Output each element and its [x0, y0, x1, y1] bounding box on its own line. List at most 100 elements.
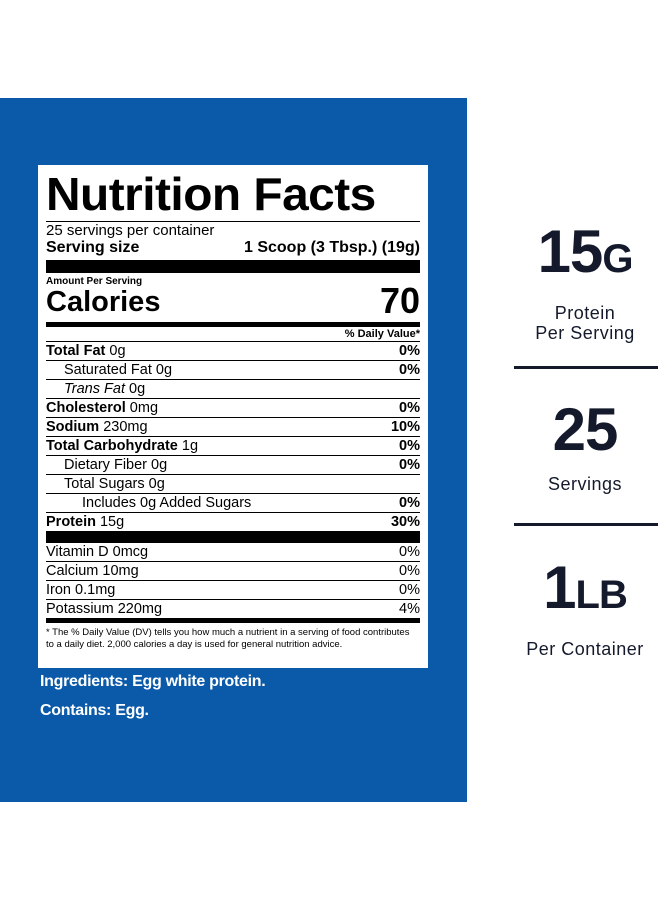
nutrient-name: Sodium	[46, 419, 100, 435]
nutrient-amount: 0g	[148, 476, 165, 492]
stat-label-line: Per Container	[526, 639, 644, 659]
footnote: * The % Daily Value (DV) tells you how m…	[46, 627, 410, 650]
nutrient-dv: 0%	[399, 343, 420, 359]
nutrient-amount: 0g	[151, 457, 168, 473]
nutrient-dv: 0%	[399, 582, 420, 598]
stat-label: Per Container	[500, 639, 660, 659]
thick-bar	[46, 260, 420, 273]
calories-value: 70	[379, 280, 420, 321]
stat-unit: G	[602, 237, 633, 281]
nutrient-row: Iron 0.1mg 0%	[46, 580, 420, 599]
nutrition-label: Nutrition Facts 25 servings per containe…	[38, 165, 428, 668]
nutrient-amount: 0mcg	[112, 544, 149, 560]
nutrient-name: Cholesterol	[46, 400, 126, 416]
calories-label: Calories	[46, 286, 161, 318]
amount-per-serving: Amount Per Serving	[46, 276, 143, 287]
nutrient-name: Saturated Fat	[64, 362, 152, 378]
nutrient-left: Total Fat 0g	[46, 342, 126, 360]
nutrient-amount: 230mg	[103, 419, 148, 435]
nutrient-row: Potassium 220mg 4%	[46, 599, 420, 618]
nutrient-dv: 0%	[399, 438, 420, 454]
nutrient-left: Vitamin D 0mcg	[46, 543, 148, 561]
stat-value: 25	[500, 400, 660, 460]
nutrient-amount: 15g	[99, 514, 125, 530]
label-title: Nutrition Facts	[46, 168, 376, 220]
nutrient-dv: 0%	[399, 362, 420, 378]
nutrient-row: Vitamin D 0mcg 0%	[46, 543, 420, 561]
nutrient-amount: 1g	[181, 438, 199, 454]
nutrient-left: Iron 0.1mg	[46, 581, 115, 599]
stat: 1LB Per Container	[500, 558, 660, 660]
vitamins: Vitamin D 0mcg 0% Calcium 10mg 0% Iron 0.1mg…	[46, 543, 420, 618]
nutrient-row: Cholesterol 0mg 0%	[46, 398, 420, 417]
nutrient-dv: 10%	[390, 419, 420, 435]
nutrient-name: Total Carbohydrate	[46, 438, 178, 454]
nutrient-dv: 0%	[399, 400, 420, 416]
stat-number: 15	[537, 218, 604, 285]
stat-label: Servings	[500, 474, 660, 494]
nutrient-dv: 4%	[399, 601, 420, 617]
nutrient-row: Total Fat 0g 0%	[46, 341, 420, 360]
stat-unit: LB	[575, 573, 628, 617]
nutrient-name: Includes 0g Added Sugars	[82, 495, 252, 511]
nutrient-row: Protein 15g 30%	[46, 512, 420, 531]
nutrients: Total Fat 0g 0% Saturated Fat 0g 0% Trans Fa…	[46, 341, 420, 531]
stat-label-line: Per Serving	[535, 323, 635, 343]
nutrient-name: Calcium	[46, 563, 99, 579]
nutrient-name: Trans Fat	[64, 381, 125, 397]
nutrient-amount: 0.1mg	[75, 582, 116, 598]
nutrient-dv: 0%	[399, 495, 420, 511]
stat-value: 15G	[500, 222, 660, 289]
nutrient-amount: 10mg	[102, 563, 139, 579]
nutrient-left: Total Carbohydrate 1g	[46, 437, 198, 455]
stat-number: 25	[552, 396, 619, 463]
nutrient-left: Cholesterol 0mg	[46, 399, 158, 417]
stat-number: 1	[543, 554, 576, 621]
nutrient-row: Total Carbohydrate 1g 0%	[46, 436, 420, 455]
nutrient-row: Total Sugars 0g	[46, 474, 420, 493]
nutrient-row: Saturated Fat 0g 0%	[46, 360, 420, 379]
nutrient-left: Total Sugars 0g	[46, 475, 165, 493]
nutrient-row: Sodium 230mg 10%	[46, 417, 420, 436]
nutrient-amount: 220mg	[117, 601, 163, 617]
nutrient-amount: 0g	[129, 381, 146, 397]
serving-size-value: 1 Scoop (3 Tbsp.) (19g)	[243, 239, 420, 256]
nutrient-name: Total Fat	[46, 343, 106, 359]
nutrient-left: Potassium 220mg	[46, 600, 162, 618]
thick-bar	[46, 531, 420, 543]
nutrient-dv: 30%	[390, 514, 420, 530]
serving-size: Serving size 1 Scoop (3 Tbsp.) (19g)	[46, 239, 420, 257]
nutrient-dv: 0%	[399, 544, 420, 560]
nutrient-row: Dietary Fiber 0g 0%	[46, 455, 420, 474]
nutrient-left: Saturated Fat 0g	[46, 361, 172, 379]
nutrient-dv: 0%	[399, 563, 420, 579]
nutrient-left: Trans Fat 0g	[46, 380, 145, 398]
nutrient-amount: 0mg	[129, 400, 159, 416]
nutrient-left: Calcium 10mg	[46, 562, 139, 580]
nutrient-row: Trans Fat 0g	[46, 379, 420, 398]
nutrient-name: Total Sugars	[64, 476, 145, 492]
servings: 25 servings per container	[46, 221, 420, 239]
nutrient-amount: 0g	[109, 343, 126, 359]
stat-label: Protein Per Serving	[500, 303, 660, 343]
nutrient-left: Dietary Fiber 0g	[46, 456, 167, 474]
calories: Calories 70	[46, 283, 420, 319]
ingredients: Ingredients: Egg white protein.	[40, 673, 266, 690]
stat: 25 Servings	[500, 400, 660, 495]
nutrient-row: Calcium 10mg 0%	[46, 561, 420, 580]
stat-label-line: Servings	[547, 474, 623, 494]
nutrient-name: Vitamin D	[46, 544, 109, 560]
separator	[514, 366, 658, 369]
nutrient-amount: 0g	[155, 362, 173, 378]
dv-header: % Daily Value*	[344, 328, 420, 340]
separator	[514, 523, 658, 526]
nutrient-name: Dietary Fiber	[64, 457, 147, 473]
medium-bar	[46, 322, 420, 327]
nutrient-dv: 0%	[399, 457, 420, 473]
nutrient-name: Protein	[46, 514, 96, 530]
serving-size-label: Serving size	[46, 239, 140, 256]
nutrient-row: Includes 0g Added Sugars 0%	[46, 493, 420, 512]
stat: 15G Protein Per Serving	[500, 222, 660, 344]
nutrient-left: Sodium 230mg	[46, 418, 148, 436]
